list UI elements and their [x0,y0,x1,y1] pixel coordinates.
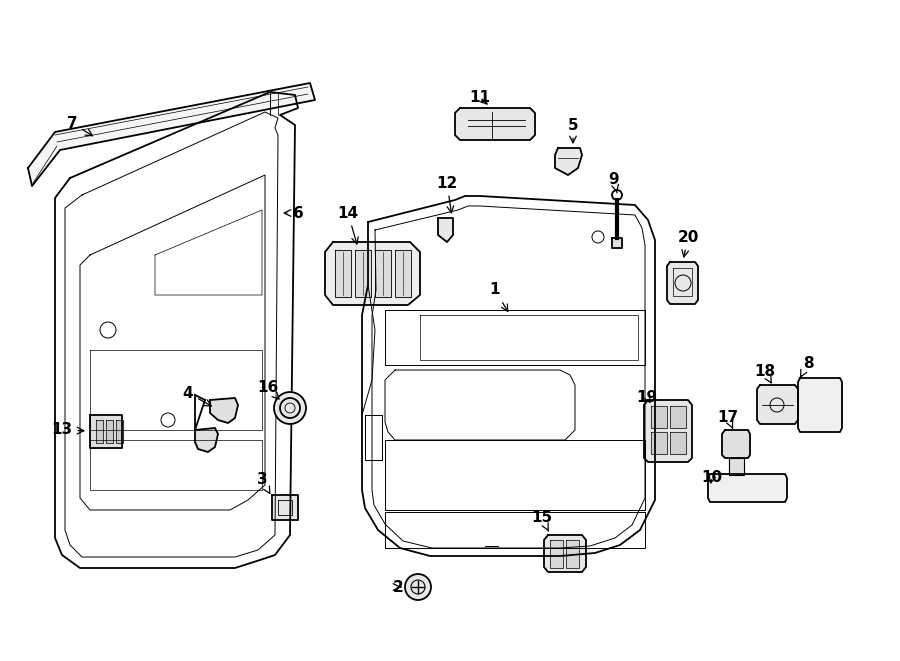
Polygon shape [96,420,103,443]
Polygon shape [438,218,453,242]
Circle shape [274,392,306,424]
Text: 16: 16 [257,381,279,399]
Polygon shape [544,535,586,572]
Text: 12: 12 [436,176,457,213]
Circle shape [405,574,431,600]
Polygon shape [667,262,698,304]
Text: 18: 18 [754,364,776,383]
Text: 19: 19 [636,389,658,405]
Polygon shape [798,378,842,432]
Text: 3: 3 [256,473,270,494]
Polygon shape [651,406,667,428]
Polygon shape [455,108,535,140]
Polygon shape [757,385,798,424]
Polygon shape [106,420,113,443]
Text: 4: 4 [183,385,212,406]
Text: 17: 17 [717,410,739,428]
Polygon shape [555,148,582,175]
Polygon shape [395,250,411,297]
Polygon shape [670,432,686,454]
Text: 15: 15 [531,510,553,531]
Polygon shape [375,250,391,297]
Text: 10: 10 [701,469,723,485]
Text: 14: 14 [338,206,358,244]
Polygon shape [325,242,420,305]
Polygon shape [210,398,238,423]
Text: 7: 7 [67,116,93,136]
Polygon shape [644,400,692,462]
Text: 8: 8 [801,356,814,377]
Polygon shape [722,430,750,458]
Polygon shape [90,415,122,448]
Polygon shape [729,458,744,475]
Text: 6: 6 [284,206,303,221]
Polygon shape [28,83,315,186]
Text: 9: 9 [608,173,619,193]
Polygon shape [116,420,123,443]
Polygon shape [335,250,351,297]
Text: 11: 11 [470,89,490,104]
Polygon shape [612,238,622,248]
Polygon shape [651,432,667,454]
Polygon shape [566,540,579,568]
Text: 1: 1 [490,282,508,311]
Polygon shape [708,474,787,502]
Polygon shape [355,250,371,297]
Text: 13: 13 [51,422,84,438]
Polygon shape [272,495,298,520]
Text: 20: 20 [678,229,698,257]
Polygon shape [195,428,218,452]
Polygon shape [670,406,686,428]
Text: 2: 2 [392,580,403,594]
Polygon shape [550,540,563,568]
Text: 5: 5 [568,118,579,143]
